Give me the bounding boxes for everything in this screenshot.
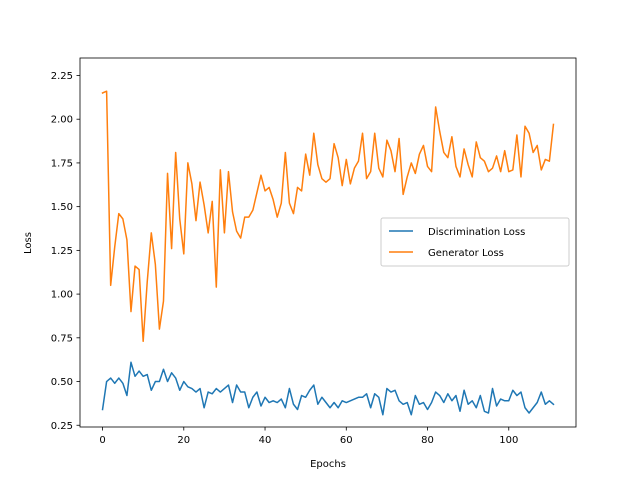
y-axis-label: Loss — [23, 232, 34, 254]
y-tick-label: 2.00 — [51, 115, 73, 126]
y-tick-label: 1.75 — [51, 158, 73, 169]
y-tick-label: 1.25 — [51, 246, 73, 257]
x-tick-label: 80 — [421, 435, 434, 446]
y-tick-label: 2.25 — [51, 71, 73, 82]
series-line-generator-loss — [101, 90, 555, 343]
x-axis-ticks: 0 20 40 60 80 100 — [99, 427, 518, 446]
y-tick-label: 1.00 — [51, 290, 73, 301]
x-tick-label: 20 — [177, 435, 190, 446]
legend-label-discrimination-loss: Discrimination Loss — [428, 227, 525, 238]
x-tick-label: 100 — [499, 435, 518, 446]
y-tick-label: 1.50 — [51, 202, 73, 213]
plot-area — [101, 90, 555, 416]
y-axis-ticks: 0.25 0.50 0.75 1.00 1.25 1.50 1.75 2.00 2.25 — [51, 71, 80, 432]
legend-label-generator-loss: Generator Loss — [428, 248, 504, 259]
x-tick-label: 0 — [99, 435, 105, 446]
axes-frame — [79, 57, 577, 428]
legend-box — [380, 217, 570, 267]
x-tick-label: 60 — [340, 435, 353, 446]
legend: Discrimination Loss Generator Loss — [380, 217, 570, 267]
y-tick-label: 0.75 — [51, 333, 73, 344]
y-tick-label: 0.25 — [51, 421, 73, 432]
series-line-discrimination-loss — [101, 361, 555, 416]
x-tick-label: 40 — [259, 435, 272, 446]
x-axis-label: Epochs — [310, 459, 346, 470]
y-tick-label: 0.50 — [51, 377, 73, 388]
